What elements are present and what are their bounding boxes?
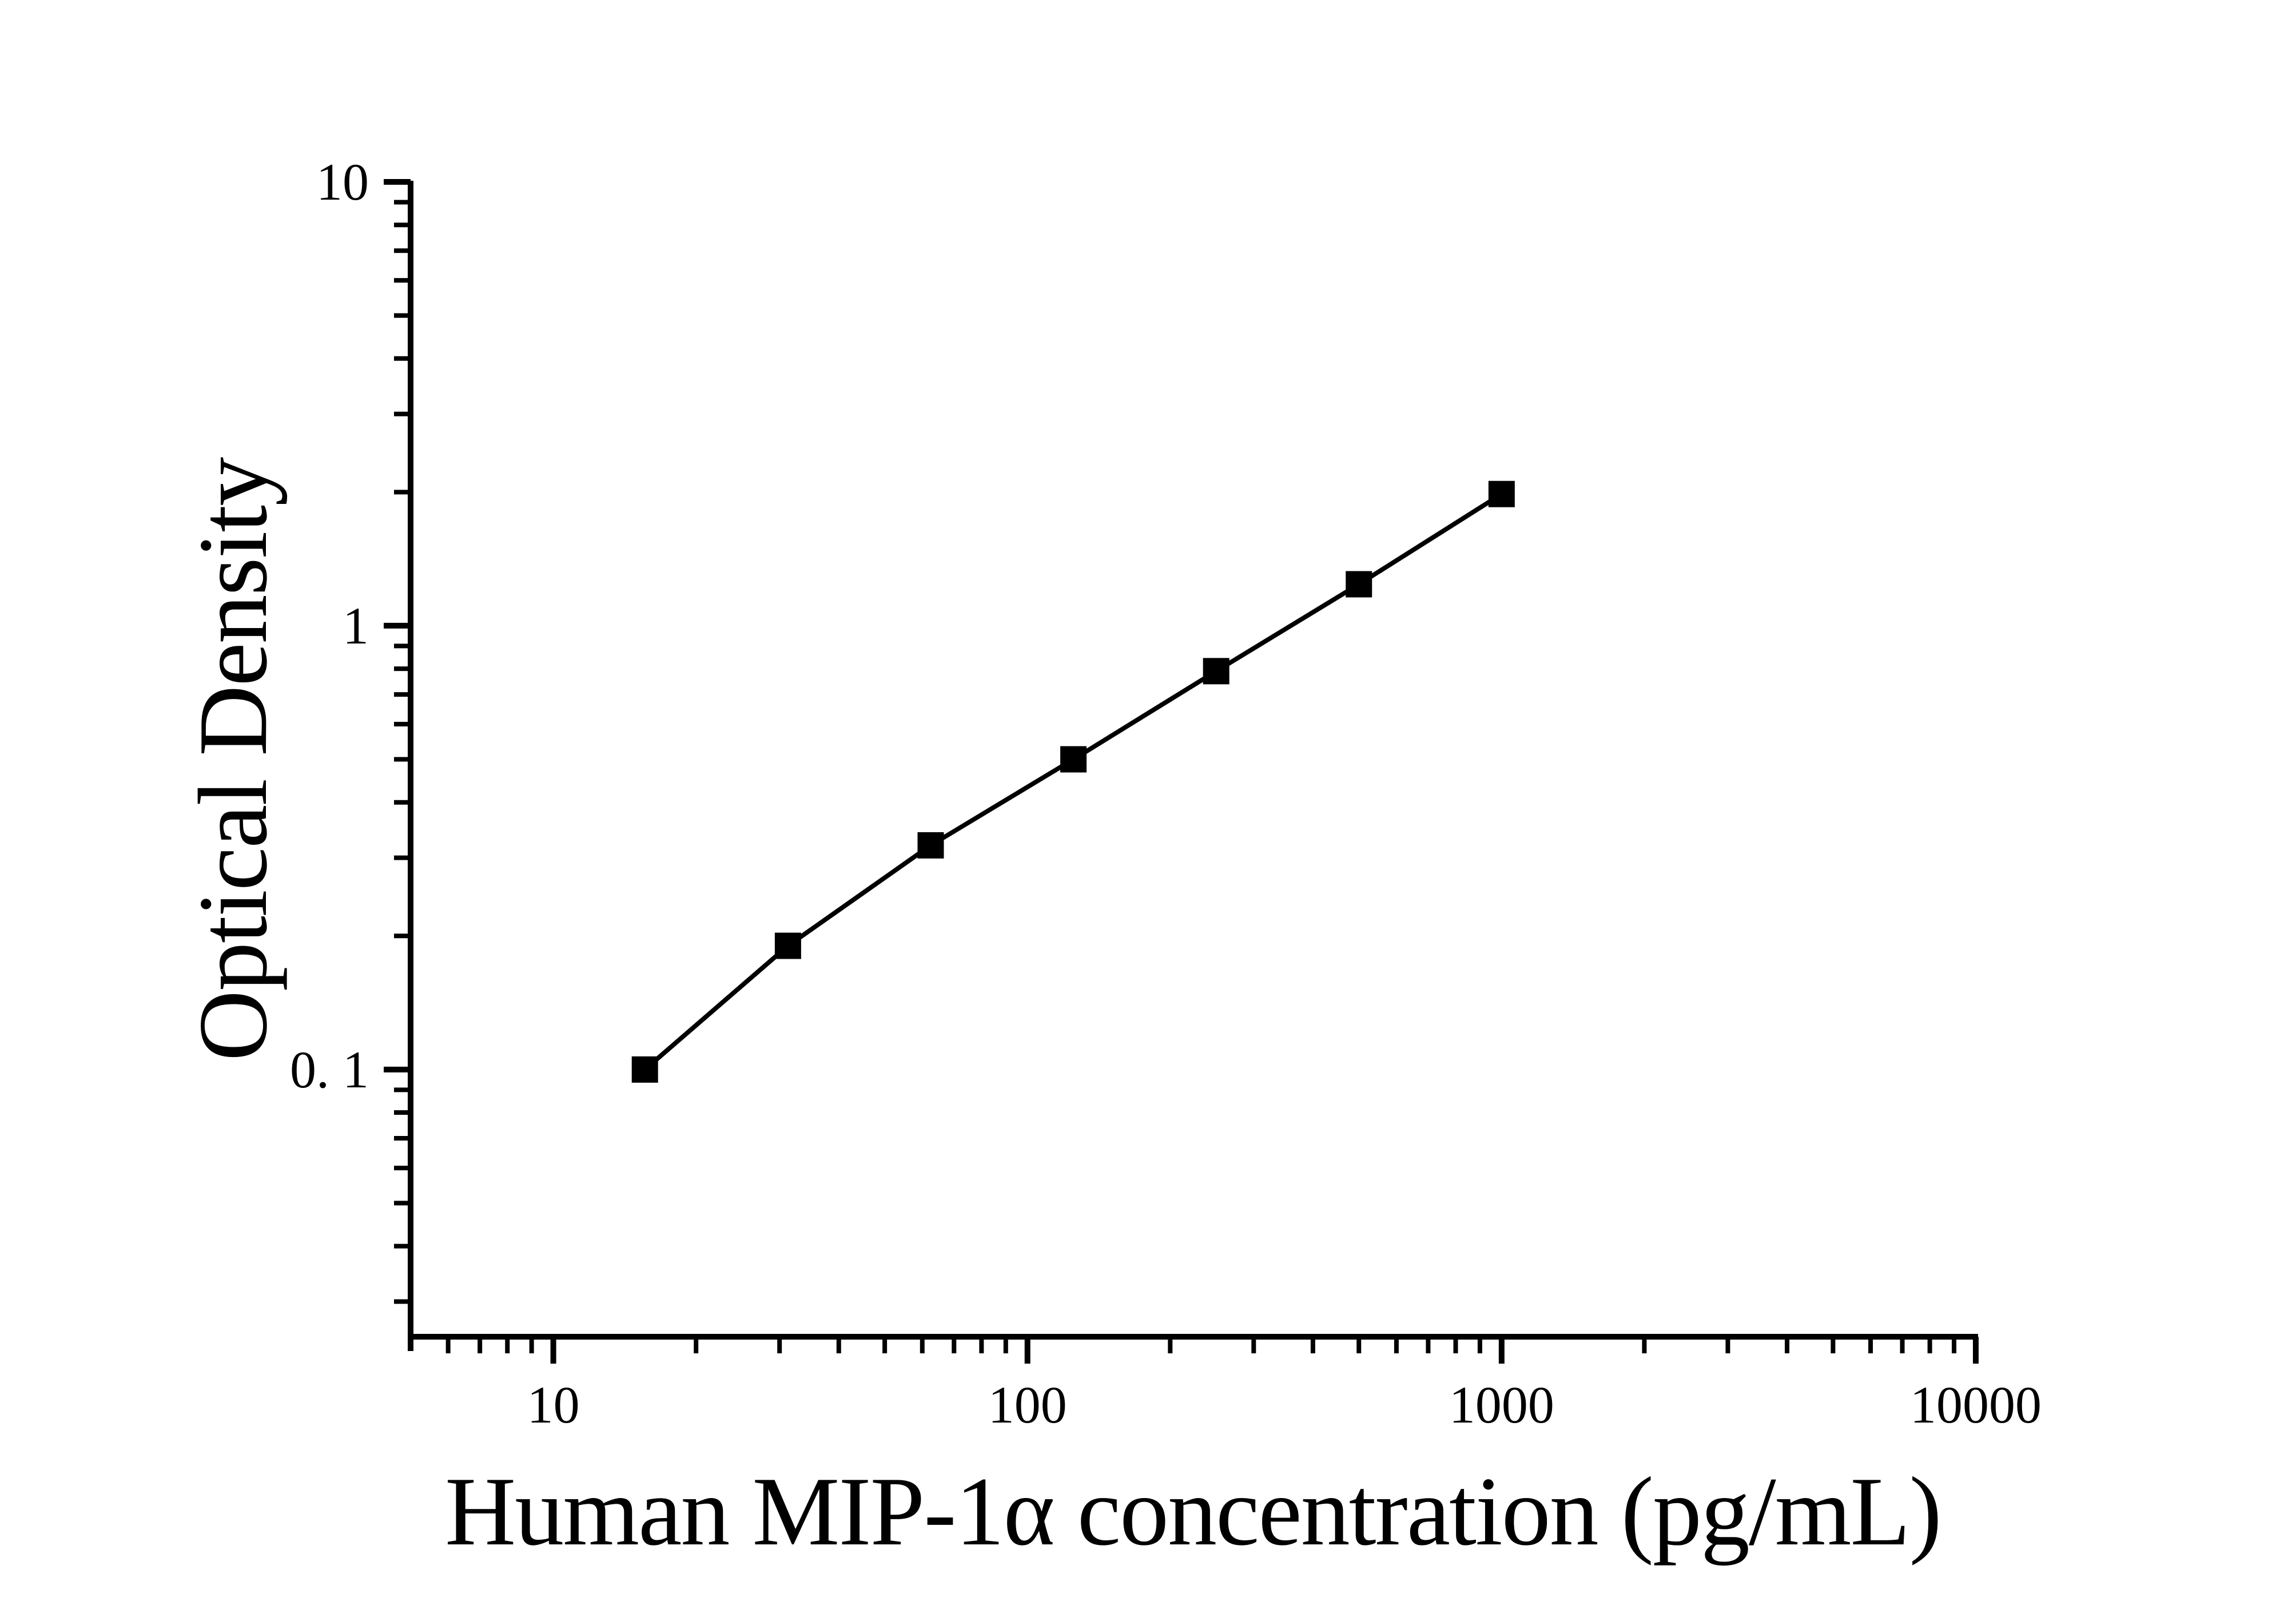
series-layer [631, 480, 1515, 1083]
data-point-marker [631, 1056, 658, 1083]
data-point-marker [774, 932, 801, 959]
x-tick-label: 10000 [1910, 1376, 2042, 1434]
data-point-marker [1488, 480, 1515, 507]
x-tick-label: 1000 [1449, 1376, 1554, 1434]
data-point-marker [1203, 658, 1229, 685]
y-tick-label: 10 [316, 153, 369, 211]
axes-layer [408, 181, 1978, 1351]
x-tick-label: 10 [527, 1376, 580, 1434]
y-tick-label: 0. 1 [290, 1040, 369, 1099]
y-tick-label: 1 [343, 597, 369, 655]
data-point-marker [917, 832, 944, 859]
x-tick-label: 100 [988, 1376, 1067, 1434]
data-point-marker [1346, 571, 1372, 598]
y-axis-title: Optical Density [179, 457, 288, 1061]
x-axis-title: Human MIP-1α concentration (pg/mL) [445, 1457, 1941, 1566]
tick-labels-layer: 10 100 1000 10000 10 1 0. 1 [290, 153, 2042, 1434]
data-point-marker [1060, 746, 1087, 773]
ticks-layer [384, 179, 1979, 1364]
